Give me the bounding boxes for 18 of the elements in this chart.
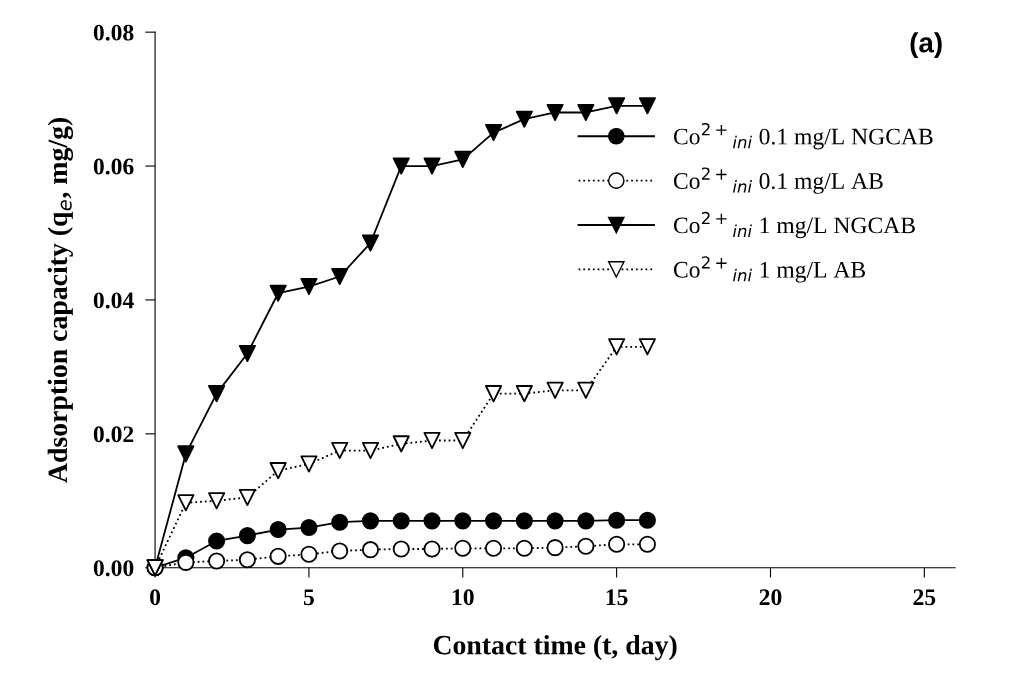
legend-label: Co$^{2+}$$_{ini}$ 1 mg/L AB [673,256,866,283]
x-axis-title: Contact time (t, day) [433,634,677,661]
x-tick-label: 15 [606,589,628,606]
y-tick-label: 0.04 [93,292,134,309]
annotation: (a) [910,32,942,59]
x-tick-label: 5 [303,589,314,606]
y-tick-label: 0.06 [93,158,134,175]
x-tick-label: 10 [452,589,474,606]
y-tick-label: 0.02 [93,426,134,443]
legend-label: Co$^{2+}$$_{ini}$ 1 mg/L NGCAB [673,211,915,239]
legend-label: Co$^{2+}$$_{ini}$ 0.1 mg/L NGCAB [673,123,933,150]
y-axis-title: Adsorption capacity (q$_{e}$, mg/g) [47,117,74,483]
x-tick-label: 0 [150,589,161,606]
y-tick-label: 0.00 [93,560,134,577]
legend-label: Co$^{2+}$$_{ini}$ 0.1 mg/L AB [673,167,883,194]
y-tick-label: 0.08 [93,24,134,41]
x-tick-label: 20 [759,589,782,606]
x-tick-label: 25 [913,589,936,606]
